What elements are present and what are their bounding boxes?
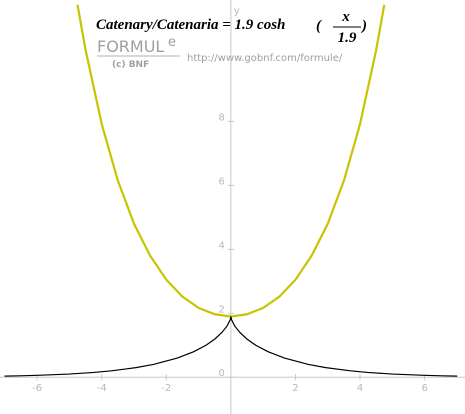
- y-tick-label: 0: [219, 368, 225, 379]
- x-tick-label: -2: [161, 383, 171, 394]
- y-tick-label: 2: [219, 304, 225, 315]
- url: http://www.gobnf.com/formule/: [187, 53, 343, 64]
- curves: [4, 4, 458, 377]
- paren: ): [360, 18, 367, 34]
- y-tick-label: 6: [219, 176, 225, 187]
- logo: FORMUL: [97, 37, 164, 56]
- y-tick-label: 4: [219, 240, 225, 251]
- curve: [4, 316, 458, 377]
- title: Catenary/Catenaria = 1.9 cosh: [96, 17, 285, 33]
- x-tick-label: 4: [357, 383, 363, 394]
- x-tick-label: -6: [32, 383, 42, 394]
- x-tick-label: -4: [97, 383, 107, 394]
- paren: (: [316, 18, 322, 34]
- title-numerator: x: [341, 9, 350, 25]
- y-tick-label: 8: [219, 112, 225, 123]
- title-denominator: 1.9: [338, 30, 357, 46]
- x-tick-label: 6: [421, 383, 427, 394]
- logo-sub: (c) BNF: [112, 60, 149, 70]
- logo-sup: e: [168, 35, 176, 50]
- y-axis-label: y: [234, 6, 240, 17]
- x-tick-label: 2: [292, 383, 298, 394]
